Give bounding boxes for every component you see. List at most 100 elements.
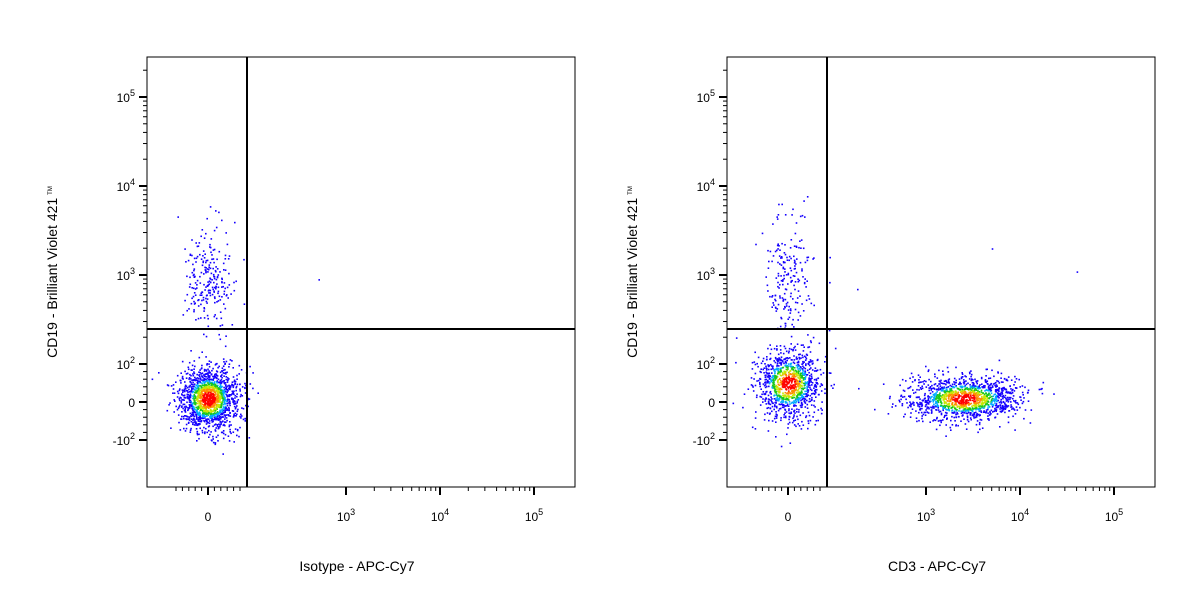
y-tick-label: 105 (697, 88, 715, 105)
event-dot (212, 288, 214, 291)
event-dot (188, 394, 191, 397)
event-dot (973, 412, 976, 414)
event-dot (954, 397, 956, 400)
event-dot (906, 402, 908, 404)
event-dot (190, 415, 192, 417)
event-dot (773, 347, 776, 350)
event-dot (196, 379, 198, 381)
event-dot (928, 389, 930, 392)
event-dot (1005, 379, 1008, 381)
event-dot (212, 405, 215, 408)
event-dot (213, 397, 215, 399)
event-dot (222, 285, 224, 288)
event-dot (966, 407, 969, 409)
event-dot (785, 305, 788, 307)
event-dot (180, 418, 183, 420)
event-dot (1010, 401, 1012, 403)
event-dot (203, 317, 206, 319)
event-dot (204, 432, 206, 435)
event-dot (208, 425, 211, 427)
event-dot (1004, 407, 1006, 410)
event-dot (802, 310, 805, 312)
event-dot (914, 379, 916, 382)
event-dot (971, 381, 974, 384)
event-dot (900, 394, 903, 397)
event-dot (193, 421, 196, 423)
event-dot (214, 410, 217, 412)
event-dot (816, 369, 819, 371)
event-dot (228, 255, 231, 257)
event-dot (764, 376, 767, 379)
event-dot (802, 360, 804, 363)
event-dot (252, 387, 254, 390)
event-dot (798, 391, 801, 393)
event-dot (785, 303, 788, 305)
event-dot (220, 393, 223, 396)
event-dot (797, 372, 800, 375)
event-dot (975, 392, 977, 395)
event-dot (815, 396, 817, 398)
event-dot (980, 377, 983, 380)
event-dot (1021, 402, 1024, 405)
event-dot (922, 420, 924, 423)
event-dot (208, 292, 210, 294)
event-dot (992, 404, 995, 406)
event-dot (783, 394, 785, 396)
event-dot (900, 395, 902, 398)
event-dot (811, 389, 813, 392)
event-dot (1012, 388, 1014, 391)
event-dot (804, 216, 806, 218)
event-dot (776, 216, 778, 218)
event-dot (763, 372, 765, 374)
event-dot (202, 398, 205, 400)
event-dot (782, 261, 785, 264)
event-dot (963, 399, 965, 401)
event-dot (203, 273, 205, 275)
event-dot (889, 395, 891, 398)
event-dot (786, 259, 789, 261)
event-dot (1010, 404, 1012, 406)
event-dot (216, 362, 218, 365)
event-dot (777, 371, 780, 373)
event-dot (907, 387, 909, 390)
event-dot (182, 415, 185, 418)
event-dot (973, 382, 975, 385)
event-dot (965, 428, 968, 430)
event-dot (1016, 409, 1019, 411)
event-dot (815, 386, 817, 388)
event-dot (947, 405, 950, 408)
event-dot (807, 420, 810, 422)
event-dot (781, 403, 783, 405)
event-dot (951, 406, 954, 409)
event-dot (213, 229, 216, 232)
event-dot (318, 279, 320, 281)
event-dot (767, 249, 769, 252)
event-dot (241, 386, 244, 388)
event-dot (185, 427, 188, 430)
event-dot (202, 408, 204, 410)
event-dot (210, 373, 213, 375)
event-dot (792, 298, 794, 300)
event-dot (804, 376, 807, 378)
event-dot (785, 366, 788, 368)
event-dot (205, 261, 207, 264)
event-dot (1010, 396, 1012, 399)
event-dot (201, 414, 204, 416)
event-dot (803, 384, 806, 387)
event-dot (787, 378, 790, 381)
event-dot (934, 383, 937, 385)
event-dot (820, 373, 822, 376)
event-dot (784, 298, 787, 301)
event-dot (193, 398, 195, 400)
event-dot (217, 378, 220, 381)
event-dot (963, 403, 966, 406)
event-dot (226, 400, 228, 403)
event-dot (186, 372, 189, 375)
event-dot (985, 388, 988, 391)
event-dot (802, 396, 805, 398)
event-dot (971, 391, 973, 394)
event-dot (786, 359, 788, 362)
event-dot (785, 362, 788, 365)
event-dot (186, 293, 189, 296)
event-dot (245, 384, 247, 387)
